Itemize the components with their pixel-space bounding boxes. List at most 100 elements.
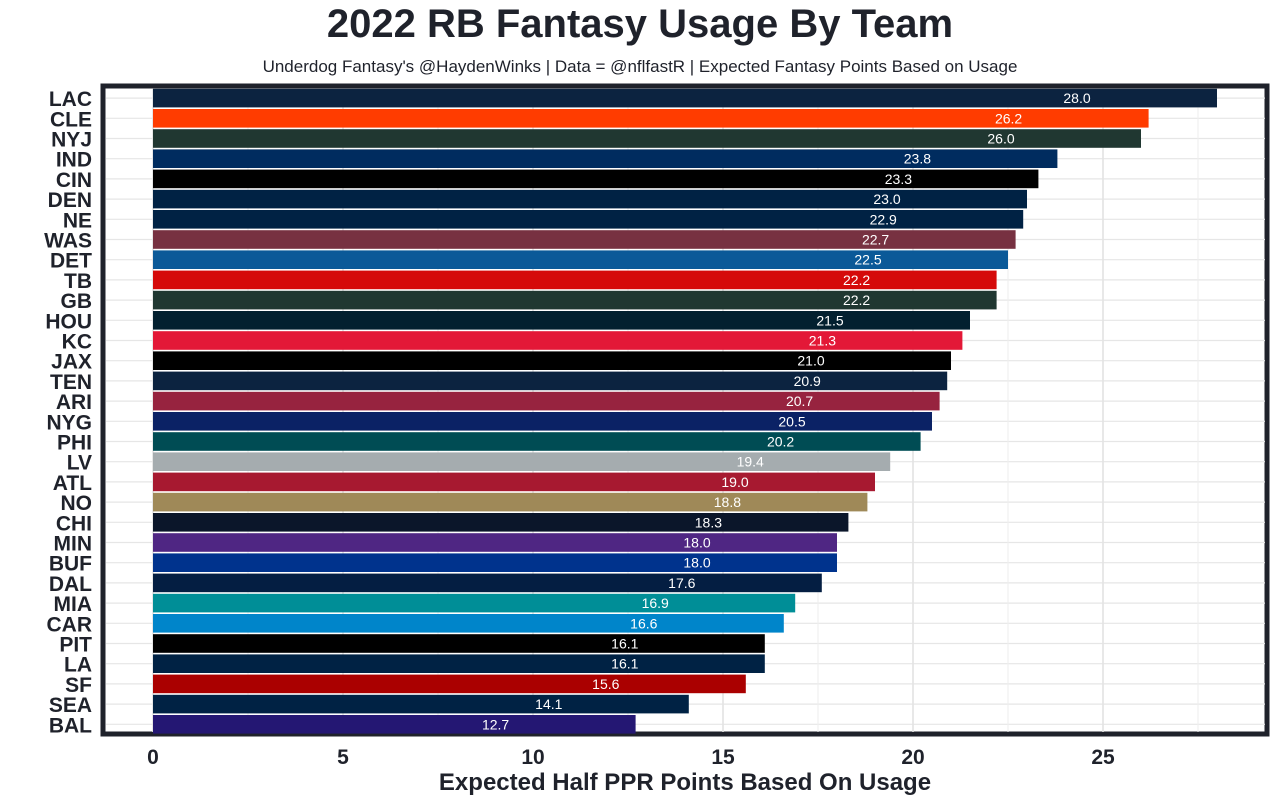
bar-sf <box>153 674 746 694</box>
bar-den <box>153 189 1027 209</box>
bar-no <box>153 492 868 512</box>
bar-buf <box>153 553 837 572</box>
y-tick-ne: NE <box>63 209 92 232</box>
y-tick-nyj: NYJ <box>51 129 92 152</box>
bar-sea <box>153 694 689 714</box>
value-label-tb: 22.2 <box>843 272 870 288</box>
y-tick-det: DET <box>50 250 92 273</box>
y-tick-no: NO <box>61 492 93 515</box>
chart-title: 2022 RB Fantasy Usage By Team <box>326 2 954 46</box>
chart-subtitle: Underdog Fantasy's @HaydenWinks | Data =… <box>262 57 1018 76</box>
y-tick-buf: BUF <box>49 553 92 576</box>
bar-ten <box>153 371 948 391</box>
bar-phi <box>153 432 921 451</box>
y-tick-sea: SEA <box>49 694 92 717</box>
bar-was <box>153 230 1016 249</box>
value-label-ind: 23.8 <box>904 151 931 167</box>
x-axis-ticks: 0 5 10 15 20 25 <box>147 746 1115 769</box>
y-tick-mia: MIA <box>54 593 93 616</box>
bar-nyj <box>153 129 1141 148</box>
value-label-dal: 17.6 <box>668 575 695 591</box>
bar-jax <box>153 351 951 370</box>
y-tick-sf: SF <box>65 674 92 697</box>
bar-ind <box>153 149 1058 168</box>
y-tick-pit: PIT <box>59 634 92 657</box>
value-label-lac: 28.0 <box>1063 90 1090 106</box>
value-label-cle: 26.2 <box>995 110 1022 126</box>
bar-tb <box>153 270 997 290</box>
value-label-was: 22.7 <box>862 232 889 248</box>
bar-cin <box>153 169 1039 189</box>
bar-ari <box>153 391 940 411</box>
value-label-sea: 14.1 <box>535 696 562 712</box>
value-label-kc: 21.3 <box>809 333 836 349</box>
y-tick-cle: CLE <box>50 108 92 131</box>
value-label-gb: 22.2 <box>843 292 870 308</box>
value-labels: 28.0 26.2 26.0 23.8 23.3 23.0 22.9 22.7 22.5 22.2… <box>482 90 1091 732</box>
value-label-la: 16.1 <box>611 656 638 672</box>
x-tick-15: 15 <box>711 746 735 769</box>
y-tick-kc: KC <box>62 331 92 354</box>
y-tick-jax: JAX <box>51 351 92 374</box>
y-tick-la: LA <box>64 654 92 677</box>
y-tick-den: DEN <box>48 189 92 212</box>
bars <box>153 88 1217 734</box>
bar-cle <box>153 109 1149 128</box>
y-tick-car: CAR <box>47 613 93 636</box>
y-tick-nyg: NYG <box>46 411 92 434</box>
y-tick-gb: GB <box>61 290 93 313</box>
value-label-bal: 12.7 <box>482 716 509 732</box>
bar-bal <box>153 715 636 734</box>
value-label-hou: 21.5 <box>816 312 843 328</box>
value-label-nyj: 26.0 <box>987 131 1014 147</box>
value-label-buf: 18.0 <box>683 555 710 571</box>
bar-dal <box>153 573 822 593</box>
bar-lv <box>153 452 891 471</box>
x-tick-25: 25 <box>1091 746 1115 769</box>
value-label-car: 16.6 <box>630 615 657 631</box>
y-tick-phi: PHI <box>57 432 92 455</box>
value-label-cin: 23.3 <box>885 171 912 187</box>
value-label-no: 18.8 <box>714 494 741 510</box>
y-tick-was: WAS <box>44 230 92 253</box>
bar-ne <box>153 210 1024 229</box>
y-tick-dal: DAL <box>49 573 92 596</box>
value-label-mia: 16.9 <box>642 595 669 611</box>
bar-la <box>153 654 765 673</box>
y-axis-ticks: LACCLENYJINDCINDENNEWASDETTBGBHOUKCJAXTE… <box>44 88 92 737</box>
bar-min <box>153 533 837 552</box>
bar-car <box>153 614 784 633</box>
y-tick-cin: CIN <box>56 169 92 192</box>
y-tick-lac: LAC <box>49 88 92 111</box>
value-label-det: 22.5 <box>854 252 881 268</box>
value-label-chi: 18.3 <box>695 514 722 530</box>
value-label-atl: 19.0 <box>721 474 748 490</box>
value-label-ten: 20.9 <box>794 373 821 389</box>
y-tick-ari: ARI <box>56 391 92 414</box>
y-tick-chi: CHI <box>56 512 92 535</box>
y-tick-hou: HOU <box>45 310 92 333</box>
x-tick-10: 10 <box>521 746 544 769</box>
x-axis-label: Expected Half PPR Points Based On Usage <box>439 769 931 796</box>
y-tick-lv: LV <box>67 452 92 475</box>
bar-atl <box>153 472 875 492</box>
x-tick-5: 5 <box>337 746 349 769</box>
value-label-ne: 22.9 <box>870 211 897 227</box>
bar-lac <box>153 88 1217 108</box>
bar-chi <box>153 513 849 532</box>
y-tick-bal: BAL <box>49 714 92 737</box>
y-tick-ind: IND <box>56 149 92 172</box>
bar-nyg <box>153 412 932 431</box>
value-label-sf: 15.6 <box>592 676 619 692</box>
y-tick-atl: ATL <box>53 472 92 495</box>
value-label-den: 23.0 <box>873 191 900 207</box>
value-label-jax: 21.0 <box>797 353 824 369</box>
bar-gb <box>153 290 997 310</box>
x-tick-20: 20 <box>901 746 924 769</box>
value-label-ari: 20.7 <box>786 393 813 409</box>
bar-mia <box>153 593 796 613</box>
value-label-min: 18.0 <box>683 535 710 551</box>
value-label-phi: 20.2 <box>767 434 794 450</box>
y-tick-ten: TEN <box>50 371 92 394</box>
